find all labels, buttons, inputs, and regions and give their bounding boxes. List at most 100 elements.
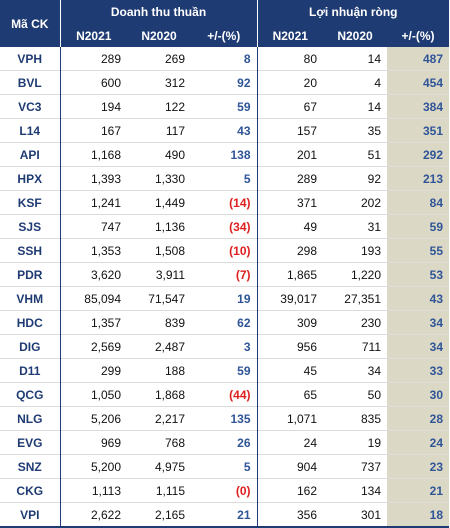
ticker-cell: KSF bbox=[0, 190, 61, 215]
profit-change-cell: 34 bbox=[387, 310, 450, 335]
profit-2021-cell: 309 bbox=[257, 310, 323, 335]
profit-2021-cell: 80 bbox=[303, 51, 317, 66]
revenue-2020-cell: 1,868 bbox=[127, 382, 191, 407]
revenue-2021-cell: 1,168 bbox=[60, 142, 127, 167]
revenue-2020-cell: 312 bbox=[127, 70, 191, 95]
profit-change-cell: 487 bbox=[387, 47, 450, 71]
table-row: VPI 2,622 2,165 21 356 301 18 bbox=[0, 502, 450, 526]
ticker-cell: CKG bbox=[0, 478, 61, 503]
ticker-cell: VPI bbox=[0, 502, 61, 526]
revenue-change-cell: (0) bbox=[191, 478, 258, 503]
revenue-2021-cell: 747 bbox=[60, 214, 127, 239]
profit-change-cell: 24 bbox=[387, 430, 450, 455]
revenue-2021-cell: 1,353 bbox=[60, 238, 127, 263]
profit-2020-cell: 50 bbox=[323, 382, 387, 407]
profit-2020-cell: 230 bbox=[323, 310, 387, 335]
profit-2020-cell: 19 bbox=[323, 430, 387, 455]
revenue-change-cell: 62 bbox=[191, 310, 258, 335]
revenue-2021-cell: 969 bbox=[60, 430, 127, 455]
revenue-2020-cell: 1,115 bbox=[127, 478, 191, 503]
profit-2021-cell: 298 bbox=[257, 238, 323, 263]
profit-change-cell: 53 bbox=[387, 262, 450, 287]
profit-2020-cell: 202 bbox=[323, 190, 387, 215]
table-header: Mã CK Doanh thu thuần Lợi nhuận ròng N20… bbox=[0, 0, 450, 47]
table-row: SJS 747 1,136 (34) 49 31 59 bbox=[0, 214, 450, 239]
profit-2020-cell: 27,351 bbox=[323, 286, 387, 311]
profit-2020-cell: 92 bbox=[323, 166, 387, 191]
revenue-2020-cell: 1,330 bbox=[127, 166, 191, 191]
profit-2021-cell: 356 bbox=[257, 502, 323, 526]
table-row: CKG 1,113 1,115 (0) 162 134 21 bbox=[0, 478, 450, 503]
table-body: VPH 289 269 8 80 14 487 BVL 600 312 92 20 4 454 VC3 194… bbox=[0, 47, 450, 526]
table-row: VC3 194 122 59 67 14 384 bbox=[0, 94, 450, 119]
revenue-2020-cell: 2,217 bbox=[127, 406, 191, 431]
revenue-2021-cell: 1,241 bbox=[60, 190, 127, 215]
header-group-revenue: Doanh thu thuần bbox=[60, 0, 258, 24]
revenue-2021-cell: 1,050 bbox=[60, 382, 127, 407]
revenue-2020-cell: 269 bbox=[164, 51, 185, 66]
revenue-change-cell: 19 bbox=[191, 286, 258, 311]
profit-2020-cell: 134 bbox=[323, 478, 387, 503]
profit-2020-cell: 737 bbox=[323, 454, 387, 479]
revenue-2021-cell: 289 bbox=[100, 51, 121, 66]
header-rev-2021: N2021 bbox=[60, 24, 127, 47]
profit-change-cell: 454 bbox=[387, 70, 450, 95]
ticker-cell: EVG bbox=[0, 430, 61, 455]
table-row: VPH 289 269 8 80 14 487 bbox=[0, 47, 450, 71]
profit-2021-cell: 201 bbox=[257, 142, 323, 167]
header-row-groups: Mã CK Doanh thu thuần Lợi nhuận ròng bbox=[0, 0, 450, 47]
profit-change-cell: 34 bbox=[387, 334, 450, 359]
revenue-2020-cell: 1,136 bbox=[127, 214, 191, 239]
profit-2021-cell: 956 bbox=[257, 334, 323, 359]
table-row: SSH 1,353 1,508 (10) 298 193 55 bbox=[0, 238, 450, 263]
profit-2021-cell: 65 bbox=[257, 382, 323, 407]
revenue-2020-cell: 4,975 bbox=[127, 454, 191, 479]
revenue-2021-cell: 1,357 bbox=[60, 310, 127, 335]
table-row: D11 299 188 59 45 34 33 bbox=[0, 358, 450, 383]
header-rev-change: +/-(%) bbox=[191, 24, 258, 47]
table-row: HPX 1,393 1,330 5 289 92 213 bbox=[0, 166, 450, 191]
revenue-2021-cell: 194 bbox=[60, 94, 127, 119]
revenue-change-cell: 59 bbox=[191, 94, 258, 119]
revenue-change-cell: 3 bbox=[191, 334, 258, 359]
profit-change-cell: 55 bbox=[387, 238, 450, 263]
header-np-2021: N2021 bbox=[257, 24, 323, 47]
header-rev-2020: N2020 bbox=[127, 24, 191, 47]
profit-2020-cell: 34 bbox=[323, 358, 387, 383]
profit-change-cell: 28 bbox=[387, 406, 450, 431]
profit-change-cell: 23 bbox=[387, 454, 450, 479]
profit-2021-cell: 904 bbox=[257, 454, 323, 479]
table-row: API 1,168 490 138 201 51 292 bbox=[0, 142, 450, 167]
profit-2021-cell: 45 bbox=[257, 358, 323, 383]
profit-change-cell: 84 bbox=[387, 190, 450, 215]
revenue-2020-cell: 3,911 bbox=[127, 262, 191, 287]
table-row: EVG 969 768 26 24 19 24 bbox=[0, 430, 450, 455]
profit-2020-cell: 51 bbox=[323, 142, 387, 167]
profit-2020-cell: 14 bbox=[367, 51, 381, 66]
revenue-2020-cell: 1,449 bbox=[127, 190, 191, 215]
profit-2020-cell: 14 bbox=[323, 94, 387, 119]
ticker-cell: DIG bbox=[0, 334, 61, 359]
profit-2021-cell: 20 bbox=[257, 70, 323, 95]
table-row: QCG 1,050 1,868 (44) 65 50 30 bbox=[0, 382, 450, 407]
profit-2020-cell: 1,220 bbox=[323, 262, 387, 287]
revenue-change-cell: (7) bbox=[191, 262, 258, 287]
table-row: KSF 1,241 1,449 (14) 371 202 84 bbox=[0, 190, 450, 215]
revenue-change-cell: (34) bbox=[191, 214, 258, 239]
table-row: SNZ 5,200 4,975 5 904 737 23 bbox=[0, 454, 450, 479]
table-row: NLG 5,206 2,217 135 1,071 835 28 bbox=[0, 406, 450, 431]
profit-2021-cell: 1,071 bbox=[257, 406, 323, 431]
header-np-change: +/-(%) bbox=[387, 24, 450, 47]
revenue-2021-cell: 299 bbox=[60, 358, 127, 383]
table-row: VHM 85,094 71,547 19 39,017 27,351 43 bbox=[0, 286, 450, 311]
revenue-2020-cell: 71,547 bbox=[127, 286, 191, 311]
revenue-2021-cell: 1,393 bbox=[60, 166, 127, 191]
profit-2020-cell: 31 bbox=[323, 214, 387, 239]
profit-change-cell: 213 bbox=[387, 166, 450, 191]
revenue-2021-cell: 2,622 bbox=[60, 502, 127, 526]
revenue-2020-cell: 768 bbox=[127, 430, 191, 455]
revenue-change-cell: 59 bbox=[191, 358, 258, 383]
revenue-2021-cell: 600 bbox=[60, 70, 127, 95]
revenue-change-cell: (44) bbox=[191, 382, 258, 407]
revenue-change-cell: 138 bbox=[191, 142, 258, 167]
